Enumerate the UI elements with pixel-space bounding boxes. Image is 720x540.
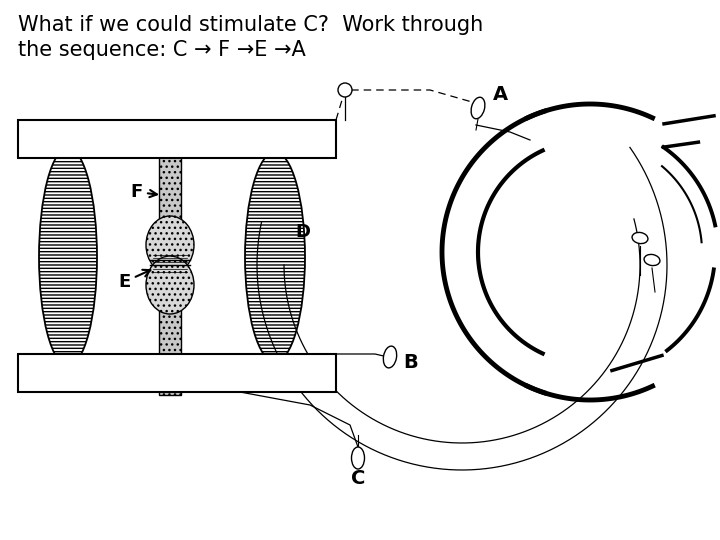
Ellipse shape	[471, 97, 485, 119]
Ellipse shape	[383, 346, 397, 368]
Text: C: C	[351, 469, 365, 488]
Circle shape	[338, 83, 352, 97]
Ellipse shape	[39, 148, 97, 366]
Bar	[18, 354, 336, 392]
Ellipse shape	[245, 152, 305, 362]
Ellipse shape	[146, 216, 194, 274]
Text: B: B	[403, 354, 418, 373]
Text: the sequence: C → F →E →A: the sequence: C → F →E →A	[18, 40, 306, 60]
Bar	[159, 150, 181, 395]
Text: F: F	[130, 183, 157, 201]
Text: D: D	[295, 223, 310, 241]
Text: E: E	[118, 270, 150, 291]
Ellipse shape	[632, 232, 648, 244]
Text: What if we could stimulate C?  Work through: What if we could stimulate C? Work throu…	[18, 15, 483, 35]
Ellipse shape	[644, 254, 660, 266]
Ellipse shape	[351, 447, 364, 469]
Ellipse shape	[146, 256, 194, 314]
Bar	[18, 120, 336, 158]
Text: A: A	[493, 84, 508, 104]
